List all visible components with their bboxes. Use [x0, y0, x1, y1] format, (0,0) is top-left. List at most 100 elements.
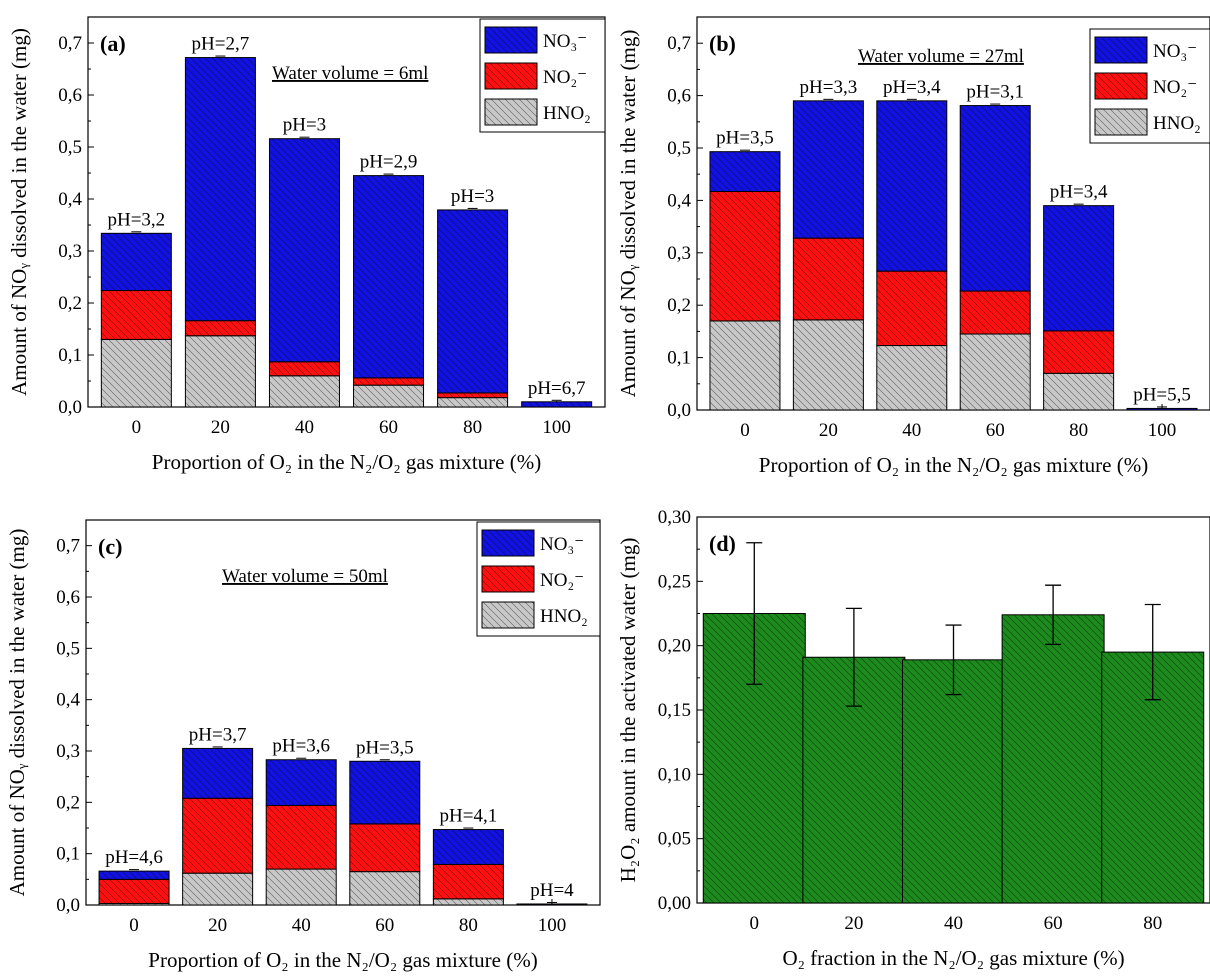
bar-no3 [709, 151, 781, 192]
legend-label-no2: NO₂⁻ [543, 67, 587, 88]
plot-frame [85, 519, 601, 906]
ph-label: pH=3,5 [716, 128, 774, 149]
x-tick-label: 80 [459, 915, 478, 936]
bar-no3 [182, 747, 254, 799]
plot-frame [87, 16, 606, 408]
y-tick-label: 0,25 [658, 571, 691, 592]
water-volume-annotation: Water volume = 50ml [222, 566, 388, 587]
bar-no3 [516, 903, 588, 906]
x-axis-title: Proportion of O₂ in the N₂/O₂ gas mixtur… [152, 450, 541, 474]
bar-hno2 [709, 320, 781, 411]
x-tick-label: 20 [208, 915, 227, 936]
ph-label: pH=4,1 [440, 806, 498, 827]
bar-hno2 [959, 333, 1031, 411]
ph-label: pH=6,7 [528, 378, 586, 399]
legend-label-no3: NO₃⁻ [540, 534, 584, 555]
legend-swatch-no2 [1094, 72, 1148, 100]
x-tick-label: 40 [292, 915, 311, 936]
bar-hno2 [437, 397, 509, 408]
x-tick-label: 100 [1148, 420, 1177, 441]
y-tick-label: 0,0 [56, 895, 80, 916]
ph-label: pH=2,9 [360, 152, 418, 173]
bar-hno2 [432, 898, 504, 906]
bar-no2 [100, 290, 172, 340]
legend-swatch-no3 [481, 529, 535, 557]
y-tick-label: 0,3 [58, 241, 82, 262]
bar-no3 [98, 870, 170, 880]
bar-no2 [268, 361, 340, 377]
bar-no3 [353, 175, 425, 379]
ph-label: pH=5,5 [1133, 384, 1191, 405]
x-tick-label: 100 [542, 417, 571, 438]
y-tick-label: 0,0 [58, 397, 82, 418]
bar-no3 [349, 760, 421, 825]
ph-label: pH=3,1 [966, 82, 1024, 103]
y-tick-label: 0,4 [58, 189, 82, 210]
panel-label: (a) [100, 31, 126, 56]
bar-no2 [959, 290, 1031, 335]
x-tick-label: 40 [902, 420, 921, 441]
y-tick-label: 0,1 [56, 844, 80, 865]
bar-hno2 [265, 868, 337, 906]
x-axis-title: Proportion of O₂ in the N₂/O₂ gas mixtur… [759, 453, 1148, 477]
bar-hno2 [792, 319, 864, 411]
bar-h2o2 [902, 659, 1005, 904]
ph-label: pH=3,4 [1050, 182, 1108, 203]
x-tick-label: 80 [1069, 420, 1088, 441]
bar-h2o2 [1001, 614, 1105, 904]
y-tick-label: 0,6 [56, 587, 80, 608]
y-tick-label: 0,1 [667, 348, 691, 369]
legend-swatch-hno2 [481, 601, 535, 629]
bar-no3 [432, 829, 504, 865]
y-tick-label: 0,5 [667, 138, 691, 159]
legend-label-hno2: HNO₂ [543, 103, 591, 124]
bar-no2 [182, 797, 254, 874]
bar-hno2 [876, 345, 948, 411]
ph-label: pH=4,6 [105, 847, 163, 868]
y-tick-label: 0,4 [56, 690, 80, 711]
bar-no2 [709, 190, 781, 322]
y-axis-title: Amount of NOᵧ dissolved in the water (mg… [7, 28, 31, 396]
legend-swatch-hno2 [484, 98, 538, 126]
y-tick-label: 0,3 [667, 243, 691, 264]
bar-no3 [792, 100, 864, 239]
ph-label: pH=3,4 [883, 77, 941, 98]
x-tick-label: 60 [379, 417, 398, 438]
y-tick-label: 0,6 [58, 85, 82, 106]
ph-label: pH=3,2 [107, 209, 165, 230]
y-axis-title: H₂O₂ amount in the activated water (mg) [616, 538, 640, 883]
y-tick-label: 0,30 [658, 507, 691, 528]
bar-no2 [265, 804, 337, 870]
legend-swatch-no2 [481, 565, 535, 593]
panel-label: (c) [98, 534, 122, 559]
legend-label-no2: NO₂⁻ [1153, 77, 1197, 98]
y-tick-label: 0,2 [667, 295, 691, 316]
bar-no3 [521, 401, 593, 408]
panel-label: (d) [709, 531, 736, 556]
y-tick-label: 0,5 [58, 137, 82, 158]
bar-no3 [437, 209, 509, 394]
y-tick-label: 0,00 [658, 893, 691, 914]
ph-label: pH=3 [451, 186, 494, 207]
bar-hno2 [182, 872, 254, 906]
legend-swatch-hno2 [1094, 108, 1148, 136]
bar-hno2 [353, 384, 425, 408]
bar-no2 [792, 237, 864, 321]
x-tick-label: 0 [750, 913, 760, 934]
y-tick-label: 0,7 [58, 33, 82, 54]
legend-label-hno2: HNO₂ [540, 606, 588, 627]
x-axis-title: O₂ fraction in the N₂/O₂ gas mixture (%) [782, 946, 1124, 970]
x-tick-label: 80 [463, 417, 482, 438]
x-axis-title: Proportion of O₂ in the N₂/O₂ gas mixtur… [148, 948, 537, 972]
ph-label: pH=4 [530, 880, 574, 901]
chart-panel-c: 0,0 0,1 0,2 0,3 0,4 0,5 0,6 0,7 0 20 40 60 80 100 pH=4… [5, 519, 601, 972]
y-tick-label: 0,0 [667, 400, 691, 421]
y-tick-label: 0,20 [658, 636, 691, 657]
y-tick-label: 0,2 [56, 792, 80, 813]
ph-label: pH=3,5 [356, 737, 414, 758]
panel-label: (b) [709, 31, 736, 56]
x-tick-label: 60 [986, 420, 1005, 441]
x-tick-label: 40 [295, 417, 314, 438]
x-tick-label: 60 [1044, 913, 1063, 934]
y-tick-label: 0,7 [667, 33, 691, 54]
